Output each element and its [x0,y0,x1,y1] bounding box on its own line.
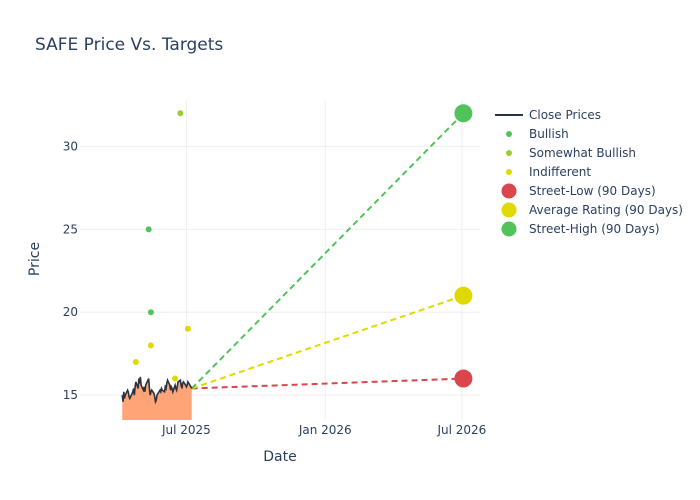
legend-label: Street-Low (90 Days) [529,184,656,198]
target-line [190,112,465,390]
legend-label: Street-High (90 Days) [529,222,660,236]
target-line [191,294,464,390]
x-tick-label: Jan 2026 [298,423,352,437]
rating-point [147,342,154,349]
legend-swatch [501,221,517,237]
x-tick-label: Jul 2025 [161,423,211,437]
y-axis-title: Price [27,242,43,276]
target-lines [190,104,473,390]
rating-point [145,226,152,233]
gridlines [80,100,480,420]
legend-swatch [506,150,512,156]
legend-swatch [506,169,512,175]
legend-label: Somewhat Bullish [529,146,636,160]
rating-point [147,309,154,316]
close-price-series [121,376,193,405]
rating-point [172,375,179,382]
chart-title: SAFE Price Vs. Targets [35,35,223,55]
legend-label: Average Rating (90 Days) [529,203,683,217]
legend-swatch [506,131,512,137]
close-price-line [121,376,193,405]
legend-swatch [501,202,517,218]
x-axis-title: Date [263,449,296,465]
legend-label: Indifferent [529,165,591,179]
rating-point [184,325,191,332]
y-axis-ticks: 15 20 25 30 [63,139,78,402]
rating-point [132,358,139,365]
y-tick-label: 15 [63,388,78,402]
y-tick-label: 25 [63,222,78,236]
target-marker [454,286,473,305]
legend-swatch [501,183,517,199]
analyst-rating-points [132,110,191,382]
legend[interactable]: Close Prices Bullish Somewhat Bullish Indif… [495,108,683,237]
y-tick-label: 30 [63,139,78,153]
target-marker [454,369,473,388]
rating-point [177,110,184,117]
legend-label: Close Prices [529,108,601,122]
y-tick-label: 20 [63,305,78,319]
legend-label: Bullish [529,127,569,141]
target-line [191,377,464,390]
x-tick-label: Jul 2026 [436,423,486,437]
x-axis-ticks: Jul 2025 Jan 2026 Jul 2026 [161,423,486,437]
target-marker [454,104,473,123]
